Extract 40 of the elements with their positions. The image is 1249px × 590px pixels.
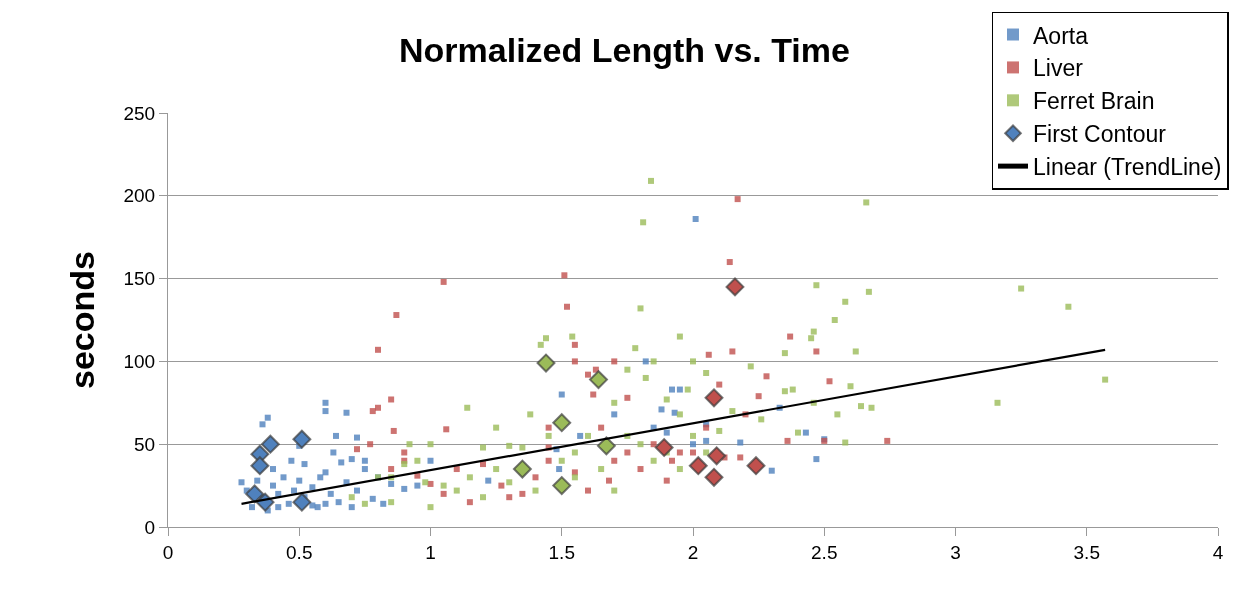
x-tick-label: 1.5 xyxy=(548,541,575,563)
chart-title: Normalized Length vs. Time xyxy=(399,31,850,70)
x-tick-label: 2.5 xyxy=(811,541,838,563)
point xyxy=(707,446,727,466)
y-tick-label: 100 xyxy=(123,351,156,373)
point xyxy=(589,370,608,390)
y-tick-label: 50 xyxy=(134,433,156,455)
legend-label: Ferret Brain xyxy=(1033,88,1155,115)
point xyxy=(688,456,708,476)
point xyxy=(250,456,270,476)
point xyxy=(596,436,616,456)
point xyxy=(512,459,532,479)
legend-label: First Contour xyxy=(1033,121,1167,148)
point xyxy=(552,476,572,496)
point xyxy=(260,434,280,454)
x-tick-label: 0 xyxy=(162,541,174,563)
legend-label: Aorta xyxy=(1033,22,1089,49)
point xyxy=(654,438,674,457)
x-tick-label: 3 xyxy=(950,541,961,563)
point xyxy=(725,277,745,297)
point xyxy=(552,413,572,433)
y-tick-label: 150 xyxy=(123,268,156,290)
point xyxy=(704,467,724,487)
point xyxy=(292,429,312,449)
x-tick-label: 2 xyxy=(687,541,699,563)
x-tick-label: 0.5 xyxy=(286,541,313,563)
point xyxy=(704,388,724,408)
x-tick-label: 1 xyxy=(425,541,436,563)
point xyxy=(292,492,312,512)
y-tick-label: 0 xyxy=(144,516,156,538)
x-tick-label: 3.5 xyxy=(1073,541,1100,563)
y-axis-title: seconds xyxy=(63,251,102,389)
point xyxy=(746,456,766,476)
point xyxy=(245,484,265,504)
x-tick-label: 4 xyxy=(1212,541,1224,563)
y-tick-label: 250 xyxy=(123,102,156,124)
y-tick-label: 200 xyxy=(123,185,156,207)
legend-label: Linear (TrendLine) xyxy=(1033,154,1222,181)
legend-label: Liver xyxy=(1033,55,1084,82)
point xyxy=(536,353,556,373)
